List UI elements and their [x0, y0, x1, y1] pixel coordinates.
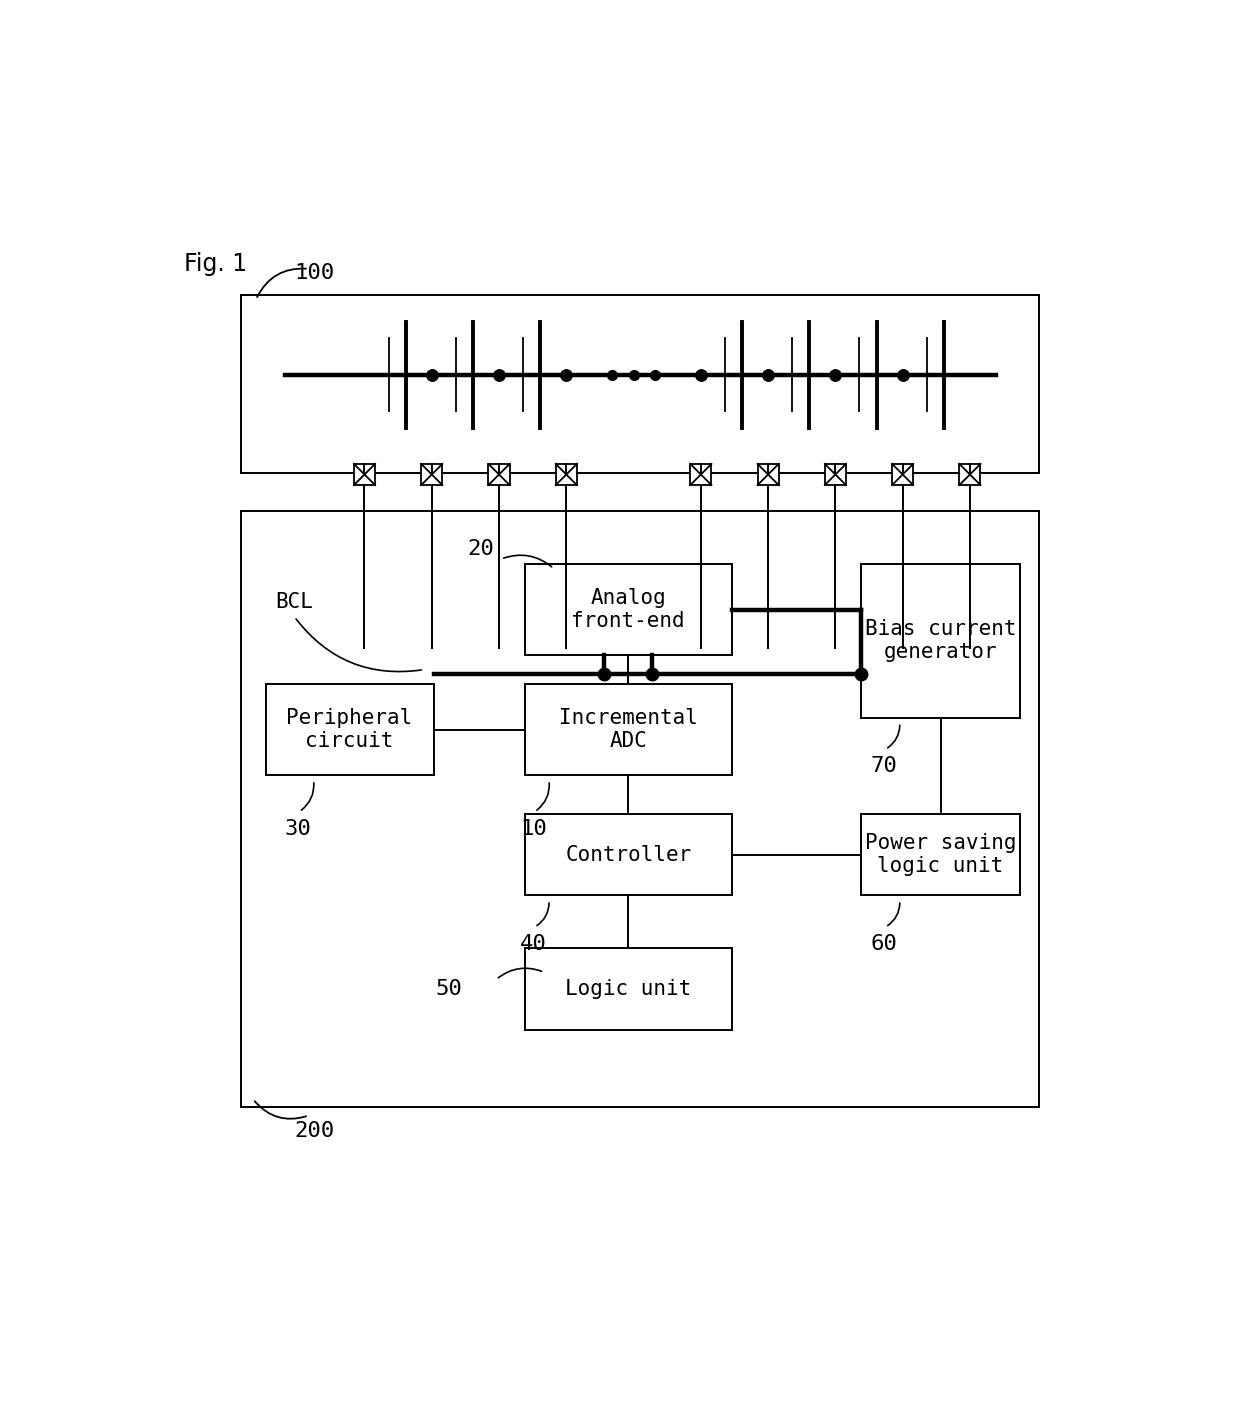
- Bar: [525, 948, 732, 1030]
- Text: 10: 10: [521, 819, 547, 838]
- Bar: [265, 684, 434, 775]
- Text: 40: 40: [521, 934, 547, 953]
- Text: Logic unit: Logic unit: [565, 979, 692, 1000]
- Text: 70: 70: [870, 756, 898, 777]
- Text: Power saving
logic unit: Power saving logic unit: [864, 833, 1017, 876]
- Bar: [892, 464, 913, 485]
- Text: Bias current
generator: Bias current generator: [864, 620, 1017, 662]
- Bar: [556, 464, 577, 485]
- Bar: [525, 564, 732, 655]
- Text: 200: 200: [294, 1122, 335, 1141]
- Text: Analog
front-end: Analog front-end: [572, 587, 686, 631]
- Text: Fig. 1: Fig. 1: [184, 251, 247, 276]
- Bar: [862, 813, 1021, 896]
- Bar: [758, 464, 779, 485]
- Bar: [489, 464, 510, 485]
- Bar: [691, 464, 712, 485]
- Text: Peripheral
circuit: Peripheral circuit: [286, 708, 413, 751]
- Bar: [422, 464, 443, 485]
- Bar: [960, 464, 981, 485]
- Text: 60: 60: [870, 934, 898, 953]
- Bar: [825, 464, 846, 485]
- Bar: [862, 564, 1021, 718]
- Text: Controller: Controller: [565, 844, 692, 865]
- Text: 30: 30: [285, 819, 311, 838]
- Bar: [525, 813, 732, 896]
- Bar: [242, 294, 1039, 472]
- Text: 20: 20: [467, 538, 494, 559]
- Text: 100: 100: [294, 264, 335, 283]
- Bar: [242, 510, 1039, 1106]
- Text: Incremental
ADC: Incremental ADC: [559, 708, 698, 751]
- Bar: [353, 464, 374, 485]
- Bar: [525, 684, 732, 775]
- Text: BCL: BCL: [275, 592, 312, 611]
- Text: 50: 50: [435, 979, 463, 1000]
